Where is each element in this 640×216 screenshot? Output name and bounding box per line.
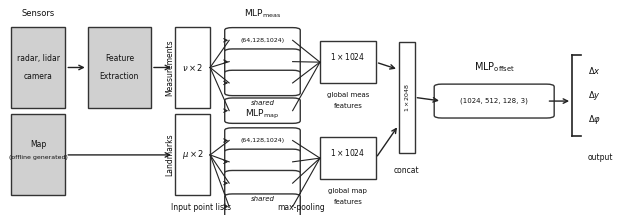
Text: Landmarks: Landmarks xyxy=(165,134,174,176)
Text: MLP$_\mathrm{meas}$: MLP$_\mathrm{meas}$ xyxy=(244,8,281,20)
FancyBboxPatch shape xyxy=(175,27,210,108)
Text: (64,128,1024): (64,128,1024) xyxy=(241,38,285,43)
Text: (64,128,1024): (64,128,1024) xyxy=(241,138,285,143)
Text: features: features xyxy=(333,199,362,205)
Text: shared: shared xyxy=(250,100,275,106)
Text: Input point lists: Input point lists xyxy=(170,203,230,213)
FancyBboxPatch shape xyxy=(225,128,300,153)
FancyBboxPatch shape xyxy=(434,84,554,118)
Text: Feature: Feature xyxy=(105,54,134,64)
FancyBboxPatch shape xyxy=(225,194,300,216)
FancyBboxPatch shape xyxy=(12,27,65,108)
FancyBboxPatch shape xyxy=(225,149,300,175)
Text: $\mu \times 2$: $\mu \times 2$ xyxy=(182,148,204,161)
Text: Extraction: Extraction xyxy=(100,71,139,81)
Text: concat: concat xyxy=(394,166,419,175)
Text: $1 \times 1024$: $1 \times 1024$ xyxy=(330,147,365,158)
Text: $\Delta x$: $\Delta x$ xyxy=(588,65,600,76)
Text: shared: shared xyxy=(250,196,275,202)
Text: Sensors: Sensors xyxy=(22,10,55,18)
Text: features: features xyxy=(333,103,362,109)
FancyBboxPatch shape xyxy=(225,28,300,53)
FancyBboxPatch shape xyxy=(225,98,300,123)
Text: global map: global map xyxy=(328,188,367,194)
Text: radar, lidar: radar, lidar xyxy=(17,54,60,64)
FancyBboxPatch shape xyxy=(12,114,65,195)
FancyBboxPatch shape xyxy=(225,49,300,74)
Text: output: output xyxy=(588,153,613,162)
Text: $1 \times 1024$: $1 \times 1024$ xyxy=(330,51,365,62)
Text: $1 \times 2048$: $1 \times 2048$ xyxy=(403,83,411,112)
Text: (offline generated): (offline generated) xyxy=(9,154,68,160)
FancyBboxPatch shape xyxy=(225,170,300,196)
Text: MLP$_\mathrm{offset}$: MLP$_\mathrm{offset}$ xyxy=(474,60,515,74)
FancyBboxPatch shape xyxy=(175,114,210,195)
Text: camera: camera xyxy=(24,71,53,81)
Text: Map: Map xyxy=(30,140,47,149)
FancyBboxPatch shape xyxy=(88,27,151,108)
FancyBboxPatch shape xyxy=(320,41,376,83)
Text: $\nu \times 2$: $\nu \times 2$ xyxy=(182,62,204,73)
Text: max-pooling: max-pooling xyxy=(277,203,324,213)
FancyBboxPatch shape xyxy=(320,137,376,179)
FancyBboxPatch shape xyxy=(399,42,415,153)
Text: global meas: global meas xyxy=(326,92,369,98)
Text: $\Delta y$: $\Delta y$ xyxy=(588,89,600,102)
Text: Measurements: Measurements xyxy=(165,39,174,96)
Text: $\Delta\varphi$: $\Delta\varphi$ xyxy=(588,113,601,126)
Text: (1024, 512, 128, 3): (1024, 512, 128, 3) xyxy=(460,98,528,104)
FancyBboxPatch shape xyxy=(225,70,300,96)
Text: MLP$_\mathrm{map}$: MLP$_\mathrm{map}$ xyxy=(246,108,280,121)
